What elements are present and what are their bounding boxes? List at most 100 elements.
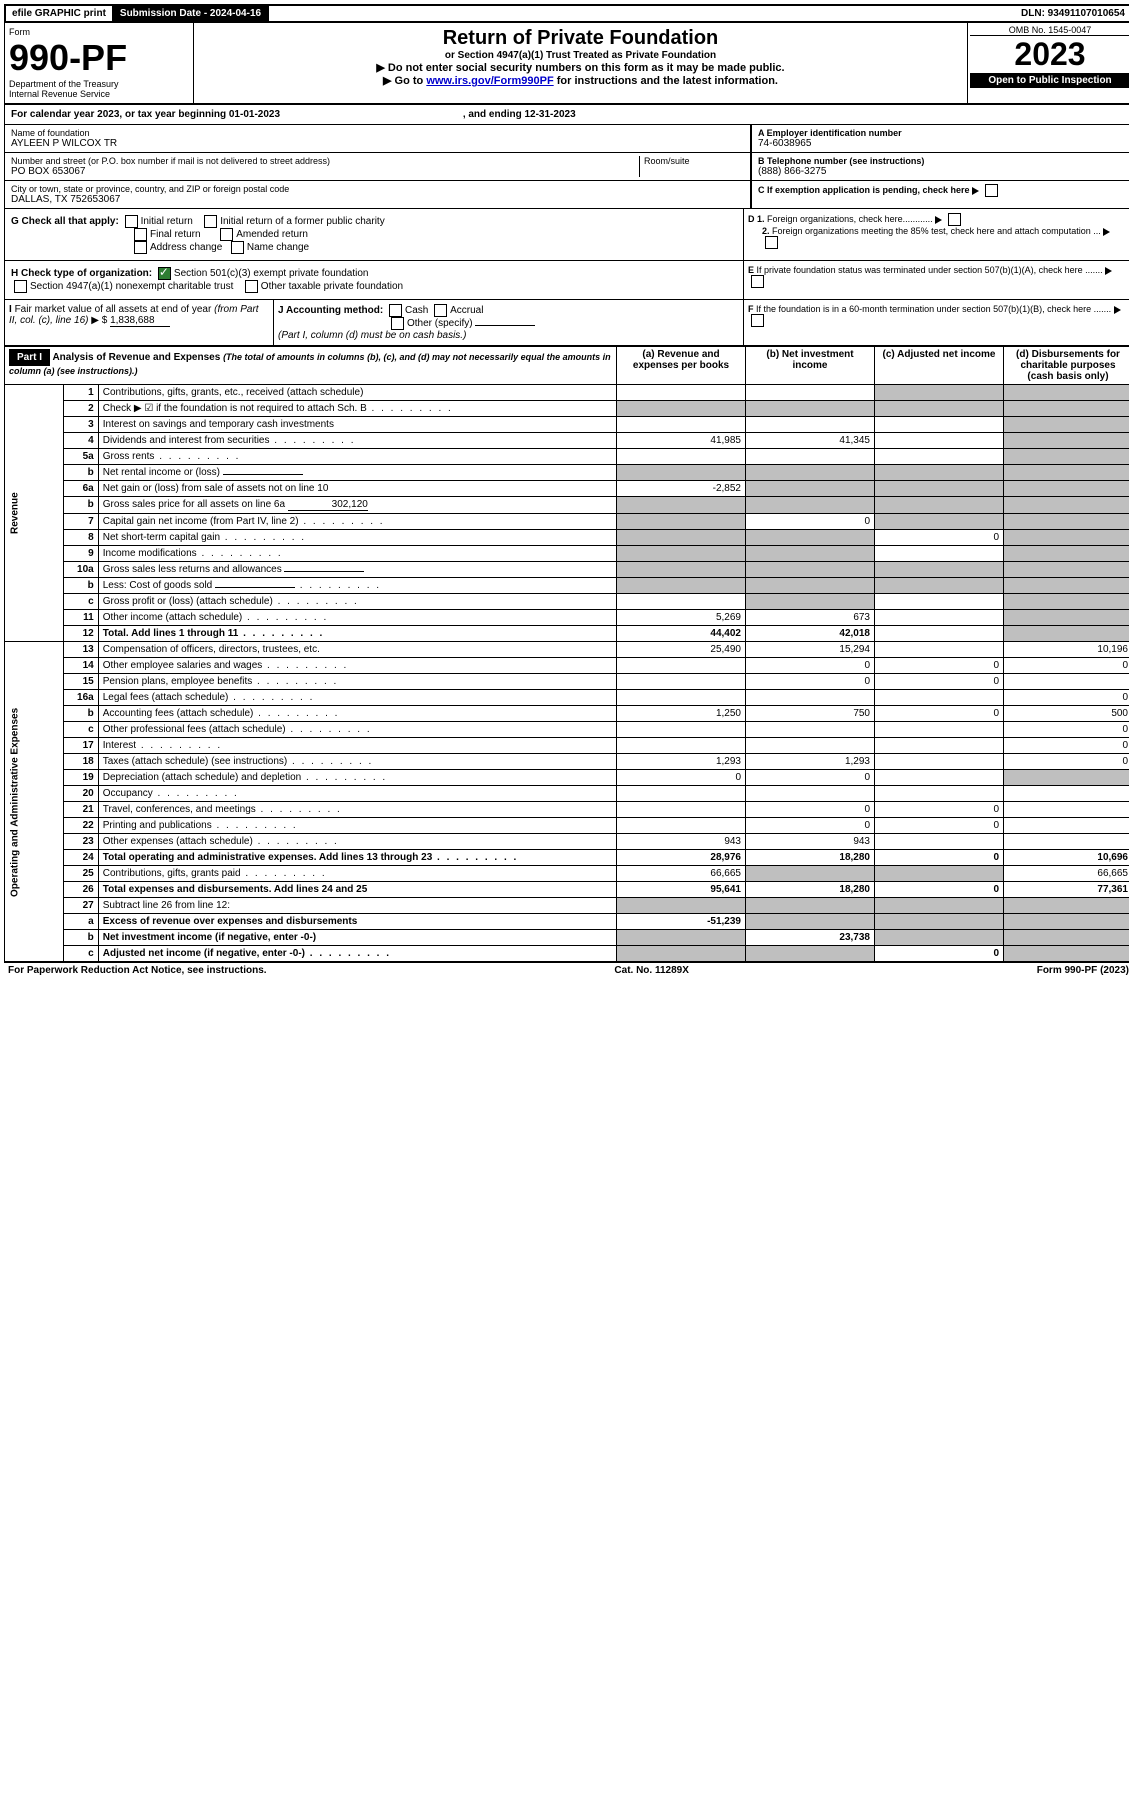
cell-b: 943	[746, 834, 875, 850]
cell-c	[875, 433, 1004, 449]
cell-d	[1004, 786, 1129, 802]
line-description: Contributions, gifts, grants paid	[98, 866, 616, 882]
line-number: 6a	[63, 481, 98, 497]
dln: DLN: 93491107010654	[1015, 6, 1129, 21]
table-row: 6aNet gain or (loss) from sale of assets…	[5, 481, 1129, 497]
cell-a: 25,490	[617, 642, 746, 658]
cell-a	[617, 946, 746, 962]
cell-b: 42,018	[746, 626, 875, 642]
line-description: Accounting fees (attach schedule)	[98, 706, 616, 722]
city-label: City or town, state or province, country…	[11, 184, 744, 194]
cell-b: 18,280	[746, 850, 875, 866]
cell-d	[1004, 417, 1129, 433]
j-cash-checkbox[interactable]	[389, 304, 402, 317]
cell-b	[746, 497, 875, 514]
line-description: Interest	[98, 738, 616, 754]
cell-a	[617, 449, 746, 465]
paperwork-notice: For Paperwork Reduction Act Notice, see …	[8, 965, 267, 976]
line-number: 1	[63, 385, 98, 401]
table-row: 14Other employee salaries and wages000	[5, 658, 1129, 674]
cell-d	[1004, 626, 1129, 642]
irs: Internal Revenue Service	[9, 89, 189, 99]
cell-b: 750	[746, 706, 875, 722]
g-final-checkbox[interactable]	[134, 228, 147, 241]
g-address-checkbox[interactable]	[134, 241, 147, 254]
table-row: 20Occupancy	[5, 786, 1129, 802]
cell-b: 0	[746, 802, 875, 818]
line-number: 4	[63, 433, 98, 449]
h-501c3-checkbox[interactable]	[158, 267, 171, 280]
f-checkbox[interactable]	[751, 314, 764, 327]
line-number: 14	[63, 658, 98, 674]
cell-d	[1004, 610, 1129, 626]
cell-b: 0	[746, 658, 875, 674]
cell-c	[875, 578, 1004, 594]
cell-a	[617, 465, 746, 481]
calendar-year-row: For calendar year 2023, or tax year begi…	[4, 105, 1129, 125]
cell-c: 0	[875, 706, 1004, 722]
h-other-checkbox[interactable]	[245, 280, 258, 293]
arrow-icon	[935, 216, 942, 224]
cell-a: 41,985	[617, 433, 746, 449]
entity-info: Name of foundation AYLEEN P WILCOX TR Nu…	[4, 125, 1129, 209]
table-row: 23Other expenses (attach schedule)943943	[5, 834, 1129, 850]
c-checkbox[interactable]	[985, 184, 998, 197]
line-number: 12	[63, 626, 98, 642]
form-label: Form	[9, 27, 189, 37]
table-row: bGross sales price for all assets on lin…	[5, 497, 1129, 514]
efile-print-button[interactable]: efile GRAPHIC print	[6, 6, 114, 21]
dept-treasury: Department of the Treasury	[9, 79, 189, 89]
cell-a	[617, 514, 746, 530]
cell-b	[746, 722, 875, 738]
d2-row: 2. Foreign organizations meeting the 85%…	[748, 226, 1128, 249]
cell-a	[617, 802, 746, 818]
line-description: Capital gain net income (from Part IV, l…	[98, 514, 616, 530]
cell-a	[617, 497, 746, 514]
g-initial-checkbox[interactable]	[125, 215, 138, 228]
part1-label: Part I	[9, 349, 50, 366]
check-section: G Check all that apply: Initial return I…	[4, 209, 1129, 261]
cell-c	[875, 770, 1004, 786]
table-row: 18Taxes (attach schedule) (see instructi…	[5, 754, 1129, 770]
cell-d	[1004, 834, 1129, 850]
j-accrual-checkbox[interactable]	[434, 304, 447, 317]
cell-d: 0	[1004, 722, 1129, 738]
line-description: Net short-term capital gain	[98, 530, 616, 546]
cell-a: 95,641	[617, 882, 746, 898]
form990pf-link[interactable]: www.irs.gov/Form990PF	[426, 75, 553, 87]
line-number: b	[63, 497, 98, 514]
cell-a	[617, 786, 746, 802]
f-row: F If the foundation is in a 60-month ter…	[748, 304, 1128, 327]
cell-d	[1004, 578, 1129, 594]
j-other-checkbox[interactable]	[391, 317, 404, 330]
d2-checkbox[interactable]	[765, 236, 778, 249]
fmv-value: 1,838,688	[110, 315, 170, 327]
ein: 74-6038965	[758, 138, 1126, 149]
cell-c	[875, 834, 1004, 850]
line-description: Other professional fees (attach schedule…	[98, 722, 616, 738]
cell-a: 44,402	[617, 626, 746, 642]
cell-b	[746, 898, 875, 914]
g-name-checkbox[interactable]	[231, 241, 244, 254]
cell-a	[617, 818, 746, 834]
cell-b	[746, 530, 875, 546]
cell-a	[617, 658, 746, 674]
e-checkbox[interactable]	[751, 275, 764, 288]
line-number: 5a	[63, 449, 98, 465]
ein-label: A Employer identification number	[758, 128, 1126, 138]
g-amended-checkbox[interactable]	[220, 228, 233, 241]
table-row: 25Contributions, gifts, grants paid66,66…	[5, 866, 1129, 882]
cell-d: 0	[1004, 690, 1129, 706]
line-description: Occupancy	[98, 786, 616, 802]
cell-a: 28,976	[617, 850, 746, 866]
cell-c	[875, 738, 1004, 754]
cell-c: 0	[875, 802, 1004, 818]
form-number: 990-PF	[9, 37, 189, 79]
line-description: Income modifications	[98, 546, 616, 562]
table-row: bNet rental income or (loss)	[5, 465, 1129, 481]
g-initial-public-checkbox[interactable]	[204, 215, 217, 228]
h-4947-checkbox[interactable]	[14, 280, 27, 293]
line-number: 9	[63, 546, 98, 562]
table-row: 4Dividends and interest from securities4…	[5, 433, 1129, 449]
d1-checkbox[interactable]	[948, 213, 961, 226]
